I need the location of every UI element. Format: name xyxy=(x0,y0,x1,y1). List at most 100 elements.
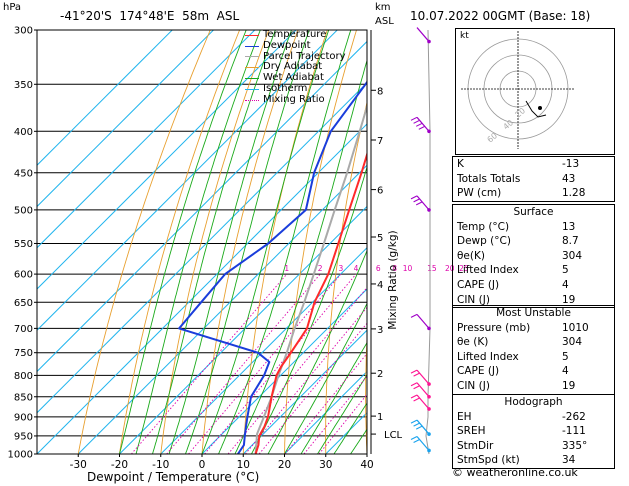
isotherm xyxy=(37,30,214,208)
isotherm xyxy=(242,329,367,454)
unstable-label: CIN (J) xyxy=(457,379,490,392)
legend-item-parcel: Parcel Trajectory xyxy=(245,51,346,63)
pressure-tick-label: 800 xyxy=(14,371,33,382)
hodo-value: 335° xyxy=(562,439,588,452)
km-tick-label: LCL xyxy=(384,430,403,441)
wind-barb-flag xyxy=(415,122,423,127)
wind-barb xyxy=(416,436,430,451)
dry-adiabat xyxy=(201,30,299,454)
temp-tick-label: 30 xyxy=(319,459,332,471)
legend-item-isotherm: Isotherm xyxy=(245,83,346,95)
mixing-ratio-label: 15 xyxy=(427,264,437,273)
mixing-ratio-line xyxy=(166,273,321,454)
hodograph-ring-label: 20 xyxy=(514,106,528,119)
surface-row: Temp (°C) 13 xyxy=(453,220,614,235)
km-tick-label: 4 xyxy=(377,280,383,291)
credit-link[interactable]: © weatheronline.co.uk xyxy=(452,466,578,479)
surface-value: 19 xyxy=(562,293,576,306)
top-label: K xyxy=(457,158,464,170)
wind-barb-point xyxy=(427,394,431,399)
wind-barb-point xyxy=(427,326,431,331)
temp-tick-label: 0 xyxy=(199,459,206,471)
surface-label: Dewp (°C) xyxy=(457,235,511,248)
wind-barb-flag xyxy=(410,435,418,440)
isotherm xyxy=(201,288,367,454)
wet-adiabat xyxy=(267,249,367,454)
hodograph-trace xyxy=(525,100,547,118)
surface-label: Temp (°C) xyxy=(457,220,510,233)
wet-adiabat xyxy=(300,341,367,454)
surface-value: 304 xyxy=(562,249,583,262)
hodo-row: StmDir 335° xyxy=(453,439,614,454)
legend-item-temperature: Temperature xyxy=(245,29,346,41)
mixing-ratio-label: 4 xyxy=(354,264,359,273)
wind-barb-flag xyxy=(410,382,418,387)
unstable-label: Pressure (mb) xyxy=(457,321,531,334)
unstable-value: 5 xyxy=(562,350,569,363)
pressure-tick-label: 600 xyxy=(14,270,33,281)
wet-adiabat xyxy=(119,30,247,454)
km-tick-label: 5 xyxy=(377,233,383,244)
hodograph-header: Hodograph xyxy=(504,396,563,408)
wind-barb-point xyxy=(427,432,431,436)
wet-adiabat xyxy=(168,30,292,454)
wind-barb-point xyxy=(427,129,431,134)
wind-barb-flag xyxy=(413,422,420,427)
mixing-ratio-label: 6 xyxy=(376,264,381,273)
km-tick-label: 1 xyxy=(377,412,383,423)
mixing-ratio-line xyxy=(131,273,288,454)
hodo-row: SREH -111 xyxy=(453,424,614,439)
wind-barb xyxy=(416,195,430,211)
unstable-value: 304 xyxy=(562,336,583,349)
pressure-tick-label: 650 xyxy=(14,298,33,309)
legend-item-wet-adiabat: Wet Adiabat xyxy=(245,72,346,84)
mixing-ratio-line xyxy=(284,352,367,454)
temp-tick-label: 10 xyxy=(237,459,250,471)
top-value: -13 xyxy=(562,158,580,170)
x-axis-label: Dewpoint / Temperature (°C) xyxy=(87,470,260,484)
surface-label: Lifted Index xyxy=(457,264,519,277)
wet-adiabat xyxy=(251,165,367,454)
km-tick-label: 6 xyxy=(377,186,383,197)
dry-adiabat xyxy=(77,30,211,454)
pressure-tick-label: 750 xyxy=(14,348,33,359)
dry-adiabat xyxy=(119,30,241,454)
hodo-label: SREH xyxy=(457,425,486,438)
wet-adiabat xyxy=(201,30,330,454)
mixing-ratio-label: 20 xyxy=(445,264,455,273)
dry-adiabat xyxy=(242,30,328,454)
pressure-tick-label: 500 xyxy=(14,205,33,216)
surface-value: 13 xyxy=(562,220,576,233)
wind-barb-point xyxy=(427,382,431,386)
wind-barb-point xyxy=(427,208,431,212)
wind-barb xyxy=(416,27,430,42)
temp-tick-label: 20 xyxy=(278,459,291,471)
wind-barb xyxy=(416,419,430,435)
mixing-ratio-line xyxy=(204,273,357,454)
mixing-ratio-label: 2 xyxy=(318,264,323,273)
mixing-ratio-axis-label: Mixing Ratio (g/kg) xyxy=(387,230,399,330)
mixing-ratio-line xyxy=(258,322,367,454)
unstable-value: 1010 xyxy=(562,321,589,334)
surface-label: θe(K) xyxy=(457,249,485,262)
wind-barb-point xyxy=(427,407,431,411)
mixing-ratio-label: 10 xyxy=(403,264,413,273)
surface-row: CIN (J) 19 xyxy=(453,293,614,308)
unstable-label: Lifted Index xyxy=(457,350,519,363)
km-tick-label: 2 xyxy=(377,369,383,380)
surface-label: CAPE (J) xyxy=(457,278,500,291)
temp-tick-label: 40 xyxy=(360,459,373,471)
isotherm xyxy=(284,370,367,454)
wind-barb-flag xyxy=(413,119,420,124)
hodo-label: StmDir xyxy=(457,439,494,452)
wind-barb-flag xyxy=(410,195,418,200)
mixing-ratio-line xyxy=(245,306,367,454)
km-label: km xyxy=(375,2,391,13)
wind-profile xyxy=(425,29,431,455)
most-unstable-header: Most Unstable xyxy=(496,307,571,319)
pressure-tick-label: 900 xyxy=(14,412,33,423)
wind-barb-flag xyxy=(418,125,426,130)
unstable-value: 19 xyxy=(562,379,576,392)
wet-adiabat xyxy=(333,402,367,454)
